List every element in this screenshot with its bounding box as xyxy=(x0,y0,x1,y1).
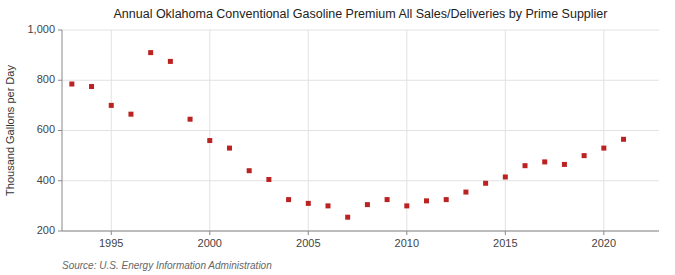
x-tick xyxy=(505,231,506,235)
y-axis-label: Thousand Gallons per Day xyxy=(4,65,16,196)
y-tick-label: 200 xyxy=(37,224,55,236)
grid-line xyxy=(62,80,659,81)
y-tick xyxy=(58,231,62,232)
point xyxy=(227,146,232,151)
point xyxy=(247,168,252,173)
point xyxy=(582,153,587,158)
y-tick xyxy=(58,180,62,181)
point xyxy=(168,59,173,64)
chart: 200 400 600 800 1,000 1995 2000 2005 2010 2015 202… xyxy=(0,0,675,275)
point xyxy=(523,163,528,168)
point xyxy=(424,198,429,203)
point xyxy=(503,174,508,179)
grid-line xyxy=(406,30,407,231)
point xyxy=(128,112,133,117)
point xyxy=(404,203,409,208)
point xyxy=(325,203,330,208)
y-tick xyxy=(58,130,62,131)
grid-line xyxy=(603,30,604,231)
point xyxy=(109,103,114,108)
x-tick xyxy=(209,231,210,235)
y-tick xyxy=(58,80,62,81)
grid-line xyxy=(209,30,210,231)
point xyxy=(286,197,291,202)
x-tick-label: 2000 xyxy=(198,237,222,249)
x-tick-label: 2010 xyxy=(395,237,419,249)
point xyxy=(621,137,626,142)
x-axis xyxy=(62,231,659,232)
grid-line xyxy=(111,30,112,231)
grid xyxy=(62,30,659,231)
x-tick xyxy=(603,231,604,235)
title: Annual Oklahoma Conventional Gasoline Pr… xyxy=(114,7,608,21)
point xyxy=(89,84,94,89)
point xyxy=(207,138,212,143)
point xyxy=(148,50,153,55)
y-tick xyxy=(58,30,62,31)
point xyxy=(69,82,74,87)
y-tick-label: 400 xyxy=(37,174,55,186)
y-tick-label: 1,000 xyxy=(27,23,55,35)
x-tick xyxy=(406,231,407,235)
point xyxy=(385,197,390,202)
grid-line xyxy=(62,130,659,131)
x-tick-label: 1995 xyxy=(99,237,123,249)
grid-line xyxy=(62,231,659,232)
point xyxy=(601,146,606,151)
grid-line xyxy=(308,30,309,231)
x-tick xyxy=(111,231,112,235)
points xyxy=(69,50,626,220)
grid-line xyxy=(62,30,659,31)
x-tick-label: 2015 xyxy=(493,237,517,249)
point xyxy=(542,159,547,164)
x-tick-label: 2020 xyxy=(592,237,616,249)
point xyxy=(463,190,468,195)
x-tick-label: 2005 xyxy=(296,237,320,249)
point xyxy=(306,201,311,206)
x-tick xyxy=(308,231,309,235)
point xyxy=(444,197,449,202)
point xyxy=(483,181,488,186)
point xyxy=(365,202,370,207)
grid-line xyxy=(505,30,506,231)
source: Source: U.S. Energy Information Administ… xyxy=(62,260,272,271)
grid-line xyxy=(62,180,659,181)
y-tick-label: 600 xyxy=(37,123,55,135)
point xyxy=(266,177,271,182)
point xyxy=(562,162,567,167)
point xyxy=(345,215,350,220)
y-tick-label: 800 xyxy=(37,73,55,85)
point xyxy=(188,117,193,122)
